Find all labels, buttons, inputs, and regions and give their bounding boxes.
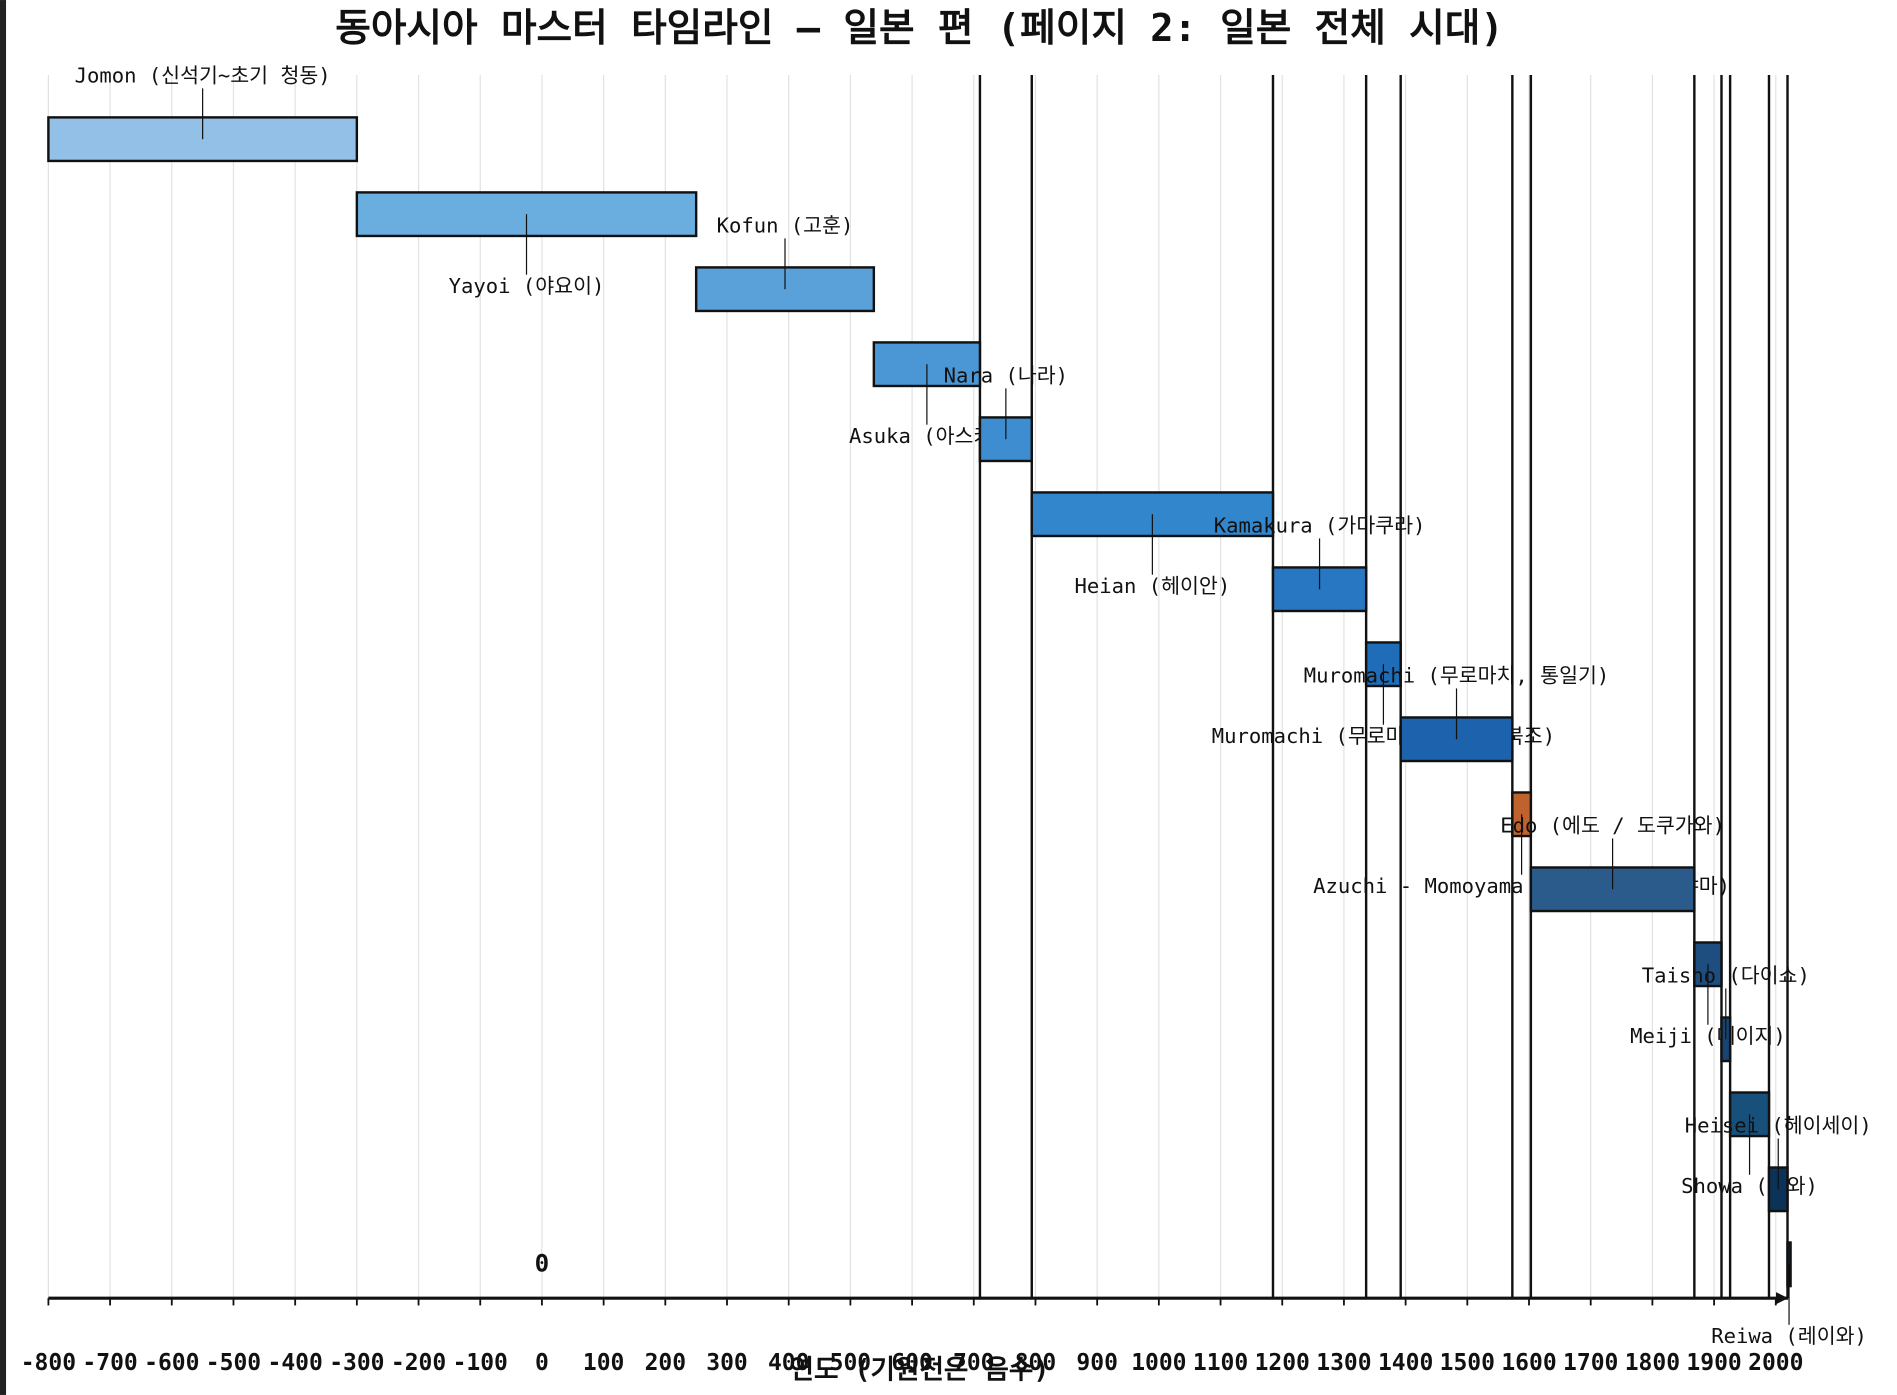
x-tick-label: 1500 (1440, 1350, 1495, 1376)
era-label: Kofun (고훈) (717, 213, 854, 237)
x-tick-label: 1400 (1378, 1350, 1433, 1376)
x-tick-label: 600 (891, 1350, 932, 1376)
x-tick-label: -400 (267, 1350, 322, 1376)
era-label: Edo (에도 / 도쿠가와) (1500, 813, 1725, 837)
annotation: 0 (535, 1249, 550, 1277)
x-tick-label: 1000 (1131, 1350, 1186, 1376)
x-tick-label: 300 (706, 1350, 747, 1376)
x-tick-label: 1600 (1501, 1350, 1556, 1376)
x-tick-label: 1300 (1316, 1350, 1371, 1376)
era-label: Heian (헤이안) (1075, 574, 1231, 598)
x-tick-label: 2000 (1748, 1350, 1803, 1376)
x-tick-label: -800 (21, 1350, 76, 1376)
x-tick-label: 1700 (1563, 1350, 1618, 1376)
x-tick-label: -600 (144, 1350, 199, 1376)
x-axis-label: 연도 (기원전은 음수) (789, 1354, 1049, 1385)
x-tick-label: -100 (453, 1350, 508, 1376)
era-label: Yayoi (야요이) (449, 274, 605, 298)
x-tick-label: 1900 (1686, 1350, 1741, 1376)
x-tick-label: -700 (82, 1350, 137, 1376)
left-border (0, 0, 7, 1395)
era-bar (1271, 566, 1368, 613)
era-label: Muromachi (무로마치, 통일기) (1304, 663, 1610, 687)
era-label: Reiwa (레이와) (1711, 1324, 1867, 1348)
x-tick-label: 900 (1076, 1350, 1118, 1376)
axis-arrow (1776, 1292, 1789, 1305)
x-tick-label: -200 (391, 1350, 446, 1376)
x-tick-label: -300 (329, 1350, 384, 1376)
chart-title: 동아시아 마스터 타임라인 — 일본 편 (페이지 2: 일본 전체 시대) (335, 6, 1503, 51)
era-label: Jomon (신석기~초기 청동) (75, 63, 331, 87)
x-tick-label: 700 (953, 1350, 995, 1376)
x-tick-label: 500 (830, 1350, 872, 1376)
era-label: Kamakura (가마쿠라) (1214, 513, 1426, 537)
era-label: Nara (나라) (944, 363, 1068, 387)
era-label: Showa (쇼와) (1681, 1174, 1818, 1198)
x-tick-label: 1200 (1255, 1350, 1310, 1376)
era-label: Taisho (다이쇼) (1642, 963, 1810, 987)
era-label: Heisei (헤이세이) (1685, 1113, 1872, 1137)
x-tick-label: 100 (583, 1350, 624, 1376)
x-tick-label: 800 (1015, 1350, 1057, 1376)
x-tick-label: 0 (535, 1350, 549, 1376)
x-tick-label: 1800 (1625, 1350, 1680, 1376)
era-label: Meiji (메이지) (1630, 1024, 1786, 1048)
x-tick-label: -500 (206, 1350, 261, 1376)
x-tick-label: 200 (645, 1350, 686, 1376)
x-tick-label: 1100 (1193, 1350, 1248, 1376)
x-tick-label: 400 (768, 1350, 810, 1376)
